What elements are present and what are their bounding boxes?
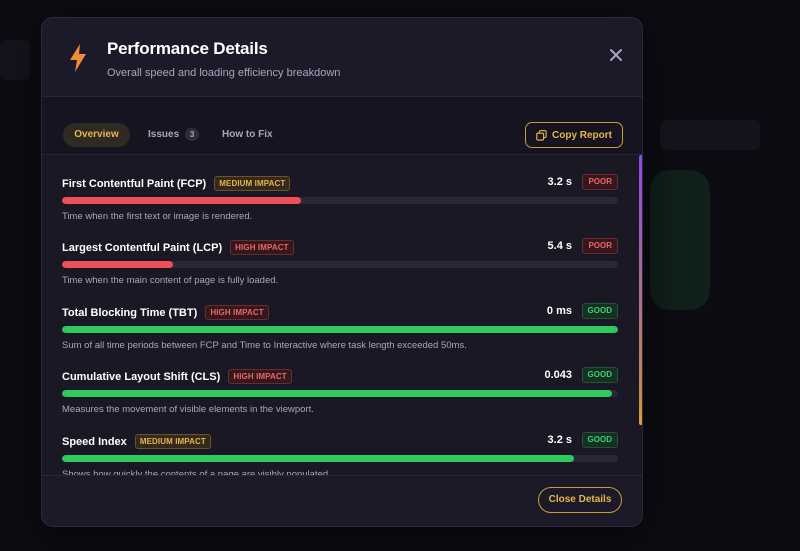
metric-value: 0 ms [546, 305, 572, 317]
background-panel [0, 40, 30, 80]
metric-name: First Contentful Paint (FCP) MEDIUM IMPA… [62, 176, 291, 191]
metric-cls: Cumulative Layout Shift (CLS) HIGH IMPAC… [62, 365, 618, 429]
progress-track [62, 261, 618, 268]
metric-speed-index: Speed Index MEDIUM IMPACT 3.2 s GOOD Sho… [62, 430, 618, 477]
scrollbar[interactable] [639, 155, 642, 477]
metrics-list: First Contentful Paint (FCP) MEDIUM IMPA… [42, 155, 642, 477]
modal-header: Performance Details Overall speed and lo… [42, 18, 642, 97]
progress-fill [62, 261, 174, 268]
status-badge: POOR [582, 238, 618, 254]
progress-track [62, 390, 618, 397]
metric-name-label: Total Blocking Time (TBT) [62, 307, 198, 319]
copy-icon [536, 129, 547, 141]
tab-overview[interactable]: Overview [63, 123, 130, 147]
close-details-button[interactable]: Close Details [538, 487, 622, 513]
close-icon[interactable] [608, 47, 624, 63]
performance-details-modal: Performance Details Overall speed and lo… [41, 17, 643, 527]
metric-name-label: Largest Contentful Paint (LCP) [62, 242, 223, 254]
tab-bar: Overview Issues 3 How to Fix Copy Report [42, 97, 642, 155]
impact-badge: HIGH IMPACT [230, 240, 294, 255]
metric-description: Time when the main content of page is fu… [62, 275, 279, 286]
progress-fill [62, 455, 574, 462]
metric-value: 3.2 s [547, 434, 572, 446]
impact-badge: HIGH IMPACT [228, 369, 292, 384]
issues-count-badge: 3 [185, 127, 200, 141]
progress-track [62, 326, 618, 333]
impact-badge: MEDIUM IMPACT [214, 176, 291, 191]
metric-description: Sum of all time periods between FCP and … [62, 340, 467, 351]
metric-name: Largest Contentful Paint (LCP) HIGH IMPA… [62, 240, 294, 255]
tab-issues-label: Issues [148, 129, 180, 140]
impact-badge: HIGH IMPACT [205, 305, 269, 320]
metric-name: Total Blocking Time (TBT) HIGH IMPACT [62, 305, 269, 320]
copy-report-label: Copy Report [552, 129, 612, 141]
modal-subtitle: Overall speed and loading efficiency bre… [107, 67, 341, 79]
metric-value: 5.4 s [547, 240, 572, 252]
metric-description: Time when the first text or image is ren… [62, 211, 253, 222]
status-badge: GOOD [581, 367, 618, 383]
status-badge: GOOD [581, 303, 618, 319]
modal-title: Performance Details [107, 39, 268, 58]
tab-issues[interactable]: Issues 3 [148, 123, 200, 147]
lightning-bolt-icon [70, 44, 86, 72]
metric-description: Shows how quickly the contents of a page… [62, 469, 331, 477]
background-glow [650, 170, 710, 310]
metric-fcp: First Contentful Paint (FCP) MEDIUM IMPA… [62, 172, 618, 236]
progress-track [62, 197, 618, 204]
metric-name-label: Speed Index [62, 436, 127, 448]
progress-fill [62, 326, 618, 333]
progress-fill [62, 197, 302, 204]
status-badge: GOOD [581, 432, 618, 448]
metric-tbt: Total Blocking Time (TBT) HIGH IMPACT 0 … [62, 301, 618, 365]
metric-value: 3.2 s [547, 176, 572, 188]
status-badge: POOR [582, 174, 618, 190]
tab-how-to-fix[interactable]: How to Fix [222, 129, 273, 140]
progress-fill [62, 390, 613, 397]
metric-value: 0.043 [544, 369, 572, 381]
copy-report-button[interactable]: Copy Report [525, 122, 623, 148]
scrollbar-thumb[interactable] [639, 155, 642, 425]
metric-lcp: Largest Contentful Paint (LCP) HIGH IMPA… [62, 236, 618, 300]
metric-name: Cumulative Layout Shift (CLS) HIGH IMPAC… [62, 369, 292, 384]
impact-badge: MEDIUM IMPACT [134, 434, 211, 449]
background-panel [660, 120, 760, 150]
metric-name: Speed Index MEDIUM IMPACT [62, 434, 211, 449]
metric-name-label: First Contentful Paint (FCP) [62, 178, 207, 190]
metric-name-label: Cumulative Layout Shift (CLS) [62, 371, 221, 383]
metric-description: Measures the movement of visible element… [62, 404, 314, 415]
progress-track [62, 455, 618, 462]
modal-footer: Close Details [42, 475, 642, 526]
